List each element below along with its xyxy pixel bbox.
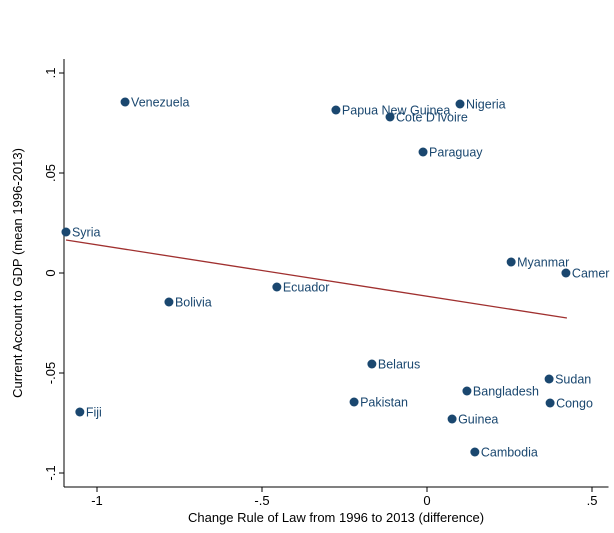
y-tick-label: .05 [43,164,58,182]
point-label: Fiji [86,405,102,419]
point-label: Cote D'Ivoire [396,110,468,124]
point [367,359,377,369]
point-label: Bolivia [175,295,212,309]
y-axis-title: Current Account to GDP (mean 1996-2013) [10,148,25,398]
x-tick-label: .5 [587,493,598,508]
point [272,282,282,292]
point-label: Pakistan [360,395,408,409]
x-tick-label: -.5 [254,493,269,508]
point-label: Camer [572,266,610,280]
point-label: Sudan [555,372,591,386]
point [61,227,71,237]
x-axis-title: Change Rule of Law from 1996 to 2013 (di… [188,510,484,525]
point [349,397,359,407]
point [561,268,571,278]
point [544,374,554,384]
point-label: Congo [556,396,593,410]
point-label: Cambodia [481,445,538,459]
y-tick-label: .1 [43,68,58,79]
point [120,97,130,107]
point-label: Belarus [378,357,420,371]
point-label: Nigeria [466,97,506,111]
point [470,447,480,457]
x-tick-label: -1 [91,493,103,508]
point-label: Myanmar [517,255,569,269]
point-label: Ecuador [283,280,330,294]
point [545,398,555,408]
point-label: Venezuela [131,95,189,109]
y-tick-label: -.1 [43,465,58,480]
x-tick-label: 0 [423,493,430,508]
point-label: Bangladesh [473,384,539,398]
fit-line [65,239,568,319]
point [455,99,465,109]
point-label: Paraguay [429,145,483,159]
point [506,257,516,267]
point-label: Syria [72,225,101,239]
point [164,297,174,307]
y-tick-label: 0 [43,269,58,276]
point-label: Papua New Guinea [342,103,450,117]
point [75,407,85,417]
point [447,414,457,424]
point [385,112,395,122]
point-label: Guinea [458,412,498,426]
point [462,386,472,396]
point [331,105,341,115]
point [418,147,428,157]
y-tick-label: -.05 [43,362,58,384]
